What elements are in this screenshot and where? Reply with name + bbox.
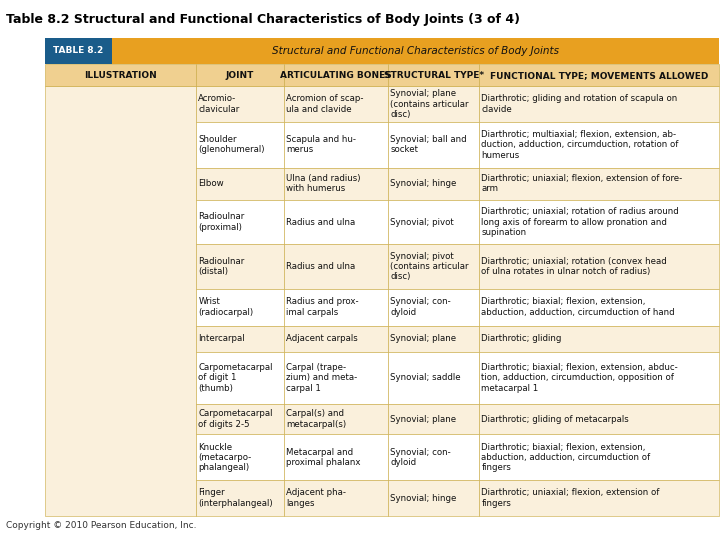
- Text: Diarthrotic; gliding and rotation of scapula on
clavide: Diarthrotic; gliding and rotation of sca…: [482, 94, 678, 114]
- Text: Knuckle
(metacarpo-
phalangeal): Knuckle (metacarpo- phalangeal): [140, 443, 193, 472]
- Text: Diarthrotic; uniaxial; rotation (convex head
of ulna rotates in ulnar notch of r: Diarthrotic; uniaxial; rotation (convex …: [482, 257, 667, 276]
- Text: Adjacent carpals: Adjacent carpals: [286, 334, 358, 343]
- Text: Carpal(s) and
metacarpal(s): Carpal(s) and metacarpal(s): [286, 409, 346, 429]
- Text: Synovial; saddle: Synovial; saddle: [390, 373, 461, 382]
- Ellipse shape: [125, 377, 129, 384]
- Ellipse shape: [125, 119, 137, 144]
- Text: Radioulnar
(proximal): Radioulnar (proximal): [199, 212, 245, 232]
- Text: Diarthrotic; biaxial; flexion, extension,
abduction, adduction, circumduction of: Diarthrotic; biaxial; flexion, extension…: [482, 443, 651, 472]
- Ellipse shape: [134, 239, 145, 256]
- Text: Scapula and hu-
merus: Scapula and hu- merus: [286, 135, 356, 154]
- Ellipse shape: [117, 434, 121, 441]
- Ellipse shape: [132, 416, 137, 424]
- Text: Diarthrotic; uniaxial; flexion, extension of fore-
arm: Diarthrotic; uniaxial; flexion, extensio…: [482, 174, 683, 193]
- Text: JOINT: JOINT: [226, 71, 254, 79]
- Text: Wrist
(radiocarpal): Wrist (radiocarpal): [199, 298, 253, 317]
- Ellipse shape: [135, 247, 140, 254]
- Ellipse shape: [130, 361, 135, 368]
- Ellipse shape: [132, 239, 138, 252]
- Text: Diarthrotic; biaxial; flexion, extension,
abduction, adduction, circumduction of: Diarthrotic; biaxial; flexion, extension…: [482, 298, 675, 317]
- Ellipse shape: [126, 436, 130, 443]
- Text: Radius and prox-
imal carpals: Radius and prox- imal carpals: [286, 298, 359, 317]
- Text: Synovial; ball and
socket: Synovial; ball and socket: [390, 135, 467, 154]
- Text: Intercarpal: Intercarpal: [147, 334, 193, 343]
- Text: STRUCTURAL TYPE*: STRUCTURAL TYPE*: [384, 71, 484, 79]
- Text: Carpometacarpal
of digit 1
(thumb): Carpometacarpal of digit 1 (thumb): [119, 363, 193, 393]
- Text: Intercarpal: Intercarpal: [199, 334, 245, 343]
- Ellipse shape: [117, 411, 122, 420]
- Text: Carpometacarpal
of digit 1
(thumb): Carpometacarpal of digit 1 (thumb): [199, 363, 273, 393]
- Ellipse shape: [128, 129, 132, 138]
- Ellipse shape: [125, 414, 130, 422]
- Text: Diarthrotic; gliding: Diarthrotic; gliding: [482, 334, 562, 343]
- Text: Copyright © 2010 Pearson Education, Inc.: Copyright © 2010 Pearson Education, Inc.: [6, 521, 197, 530]
- Text: Diarthrotic; biaxial; flexion, extension, abduc-
tion, adduction, circumduction,: Diarthrotic; biaxial; flexion, extension…: [482, 363, 678, 393]
- Text: Radius and ulna: Radius and ulna: [286, 218, 355, 227]
- Text: Knuckle
(metacarpo-
phalangeal): Knuckle (metacarpo- phalangeal): [199, 443, 252, 472]
- Ellipse shape: [132, 371, 138, 382]
- Text: Carpometacarpal
of digits 2-5: Carpometacarpal of digits 2-5: [199, 409, 273, 429]
- Ellipse shape: [129, 359, 132, 365]
- Text: Radius and ulna: Radius and ulna: [286, 262, 355, 271]
- Text: Diarthrotic; gliding of metacarpals: Diarthrotic; gliding of metacarpals: [482, 415, 629, 423]
- Text: Synovial; plane: Synovial; plane: [390, 415, 456, 423]
- Text: Diarthrotic; multiaxial; flexion, extension, ab-
duction, adduction, circumducti: Diarthrotic; multiaxial; flexion, extens…: [482, 130, 679, 159]
- Ellipse shape: [108, 433, 112, 440]
- Text: Synovial; hinge: Synovial; hinge: [390, 494, 457, 503]
- Text: Diarthrotic; uniaxial; rotation of radius around
long axis of forearm to allow p: Diarthrotic; uniaxial; rotation of radiu…: [482, 207, 679, 237]
- Ellipse shape: [126, 373, 132, 384]
- Text: Synovial; pivot: Synovial; pivot: [390, 218, 454, 227]
- Ellipse shape: [138, 441, 142, 448]
- Text: Synovial; pivot
(contains articular
disc): Synovial; pivot (contains articular disc…: [390, 252, 469, 281]
- Text: Elbow: Elbow: [199, 179, 224, 188]
- Ellipse shape: [127, 364, 132, 375]
- Text: Synovial; con-
dyloid: Synovial; con- dyloid: [390, 448, 451, 467]
- Text: Metacarpal and
proximal phalanx: Metacarpal and proximal phalanx: [286, 448, 361, 467]
- Text: ILLUSTRATION: ILLUSTRATION: [84, 71, 157, 79]
- Text: Carpal (trape-
zium) and meta-
carpal 1: Carpal (trape- zium) and meta- carpal 1: [286, 363, 357, 393]
- Ellipse shape: [140, 109, 145, 116]
- Text: Ulna (and radius)
with humerus: Ulna (and radius) with humerus: [286, 174, 361, 193]
- Text: Synovial; hinge: Synovial; hinge: [390, 179, 457, 188]
- Ellipse shape: [108, 411, 113, 420]
- Text: Synovial; plane
(contains articular
disc): Synovial; plane (contains articular disc…: [390, 89, 469, 119]
- Text: Table 8.2 Structural and Functional Characteristics of Body Joints (3 of 4): Table 8.2 Structural and Functional Char…: [6, 14, 520, 26]
- Ellipse shape: [132, 362, 139, 373]
- Text: Diarthrotic; uniaxial; flexion, extension of
fingers: Diarthrotic; uniaxial; flexion, extensio…: [482, 488, 660, 508]
- Text: ARTICULATING BONES: ARTICULATING BONES: [280, 71, 392, 79]
- Text: Synovial; plane: Synovial; plane: [390, 334, 456, 343]
- Text: Acromion of scap-
ula and clavide: Acromion of scap- ula and clavide: [286, 94, 364, 114]
- Ellipse shape: [132, 438, 136, 445]
- Text: Radioulnar
(distal): Radioulnar (distal): [199, 257, 245, 276]
- Text: Structural and Functional Characteristics of Body Joints: Structural and Functional Characteristic…: [271, 46, 559, 56]
- Text: Wrist
(radiocarpal): Wrist (radiocarpal): [138, 298, 193, 317]
- Text: TABLE 8.2: TABLE 8.2: [53, 46, 104, 55]
- Polygon shape: [75, 106, 143, 168]
- Text: Acromio-
clavicular: Acromio- clavicular: [152, 94, 193, 114]
- Text: Synovial; con-
dyloid: Synovial; con- dyloid: [390, 298, 451, 317]
- Text: Radioulnar
(distal): Radioulnar (distal): [147, 257, 193, 276]
- Text: Acromio-
clavicular: Acromio- clavicular: [199, 94, 240, 114]
- Text: Adjacent pha-
langes: Adjacent pha- langes: [286, 488, 346, 508]
- Text: Elbow: Elbow: [168, 179, 193, 188]
- Text: FUNCTIONAL TYPE; MOVEMENTS ALLOWED: FUNCTIONAL TYPE; MOVEMENTS ALLOWED: [490, 71, 708, 79]
- Text: Finger
(interphalangeal): Finger (interphalangeal): [119, 488, 193, 508]
- Text: Radioulnar
(proximal): Radioulnar (proximal): [147, 212, 193, 232]
- Text: Carpometacarpal
of digits 2-5: Carpometacarpal of digits 2-5: [119, 409, 193, 429]
- Text: Finger
(interphalangeal): Finger (interphalangeal): [199, 488, 273, 508]
- Ellipse shape: [138, 418, 142, 427]
- Text: Shoulder
(glenohumeral): Shoulder (glenohumeral): [199, 135, 265, 154]
- Ellipse shape: [130, 370, 134, 376]
- Text: Shoulder
(glenohumeral): Shoulder (glenohumeral): [127, 135, 193, 154]
